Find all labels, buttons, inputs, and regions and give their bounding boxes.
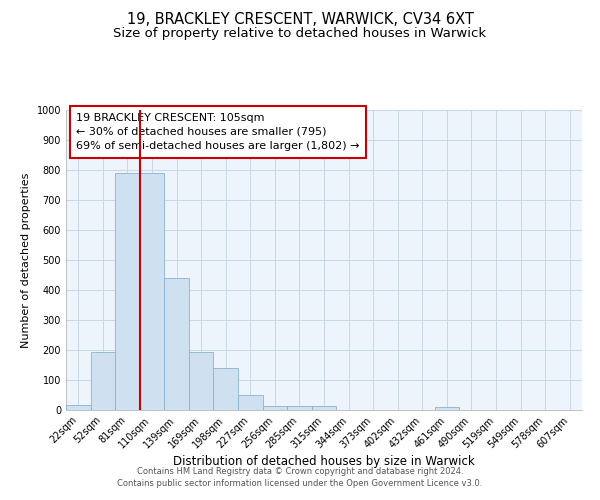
X-axis label: Distribution of detached houses by size in Warwick: Distribution of detached houses by size … [173,456,475,468]
Text: Contains HM Land Registry data © Crown copyright and database right 2024.
Contai: Contains HM Land Registry data © Crown c… [118,466,482,487]
Bar [263,406,287,410]
Bar [214,368,238,410]
Bar [66,404,91,410]
Bar [434,407,459,410]
Bar [91,352,115,410]
Bar [287,406,312,410]
Y-axis label: Number of detached properties: Number of detached properties [21,172,31,348]
Bar [115,173,140,410]
Bar [189,352,214,410]
Bar [312,406,336,410]
Bar [238,395,263,410]
Bar [140,173,164,410]
Text: Size of property relative to detached houses in Warwick: Size of property relative to detached ho… [113,28,487,40]
Bar [164,278,189,410]
Text: 19, BRACKLEY CRESCENT, WARWICK, CV34 6XT: 19, BRACKLEY CRESCENT, WARWICK, CV34 6XT [127,12,473,28]
Text: 19 BRACKLEY CRESCENT: 105sqm
← 30% of detached houses are smaller (795)
69% of s: 19 BRACKLEY CRESCENT: 105sqm ← 30% of de… [76,113,360,151]
